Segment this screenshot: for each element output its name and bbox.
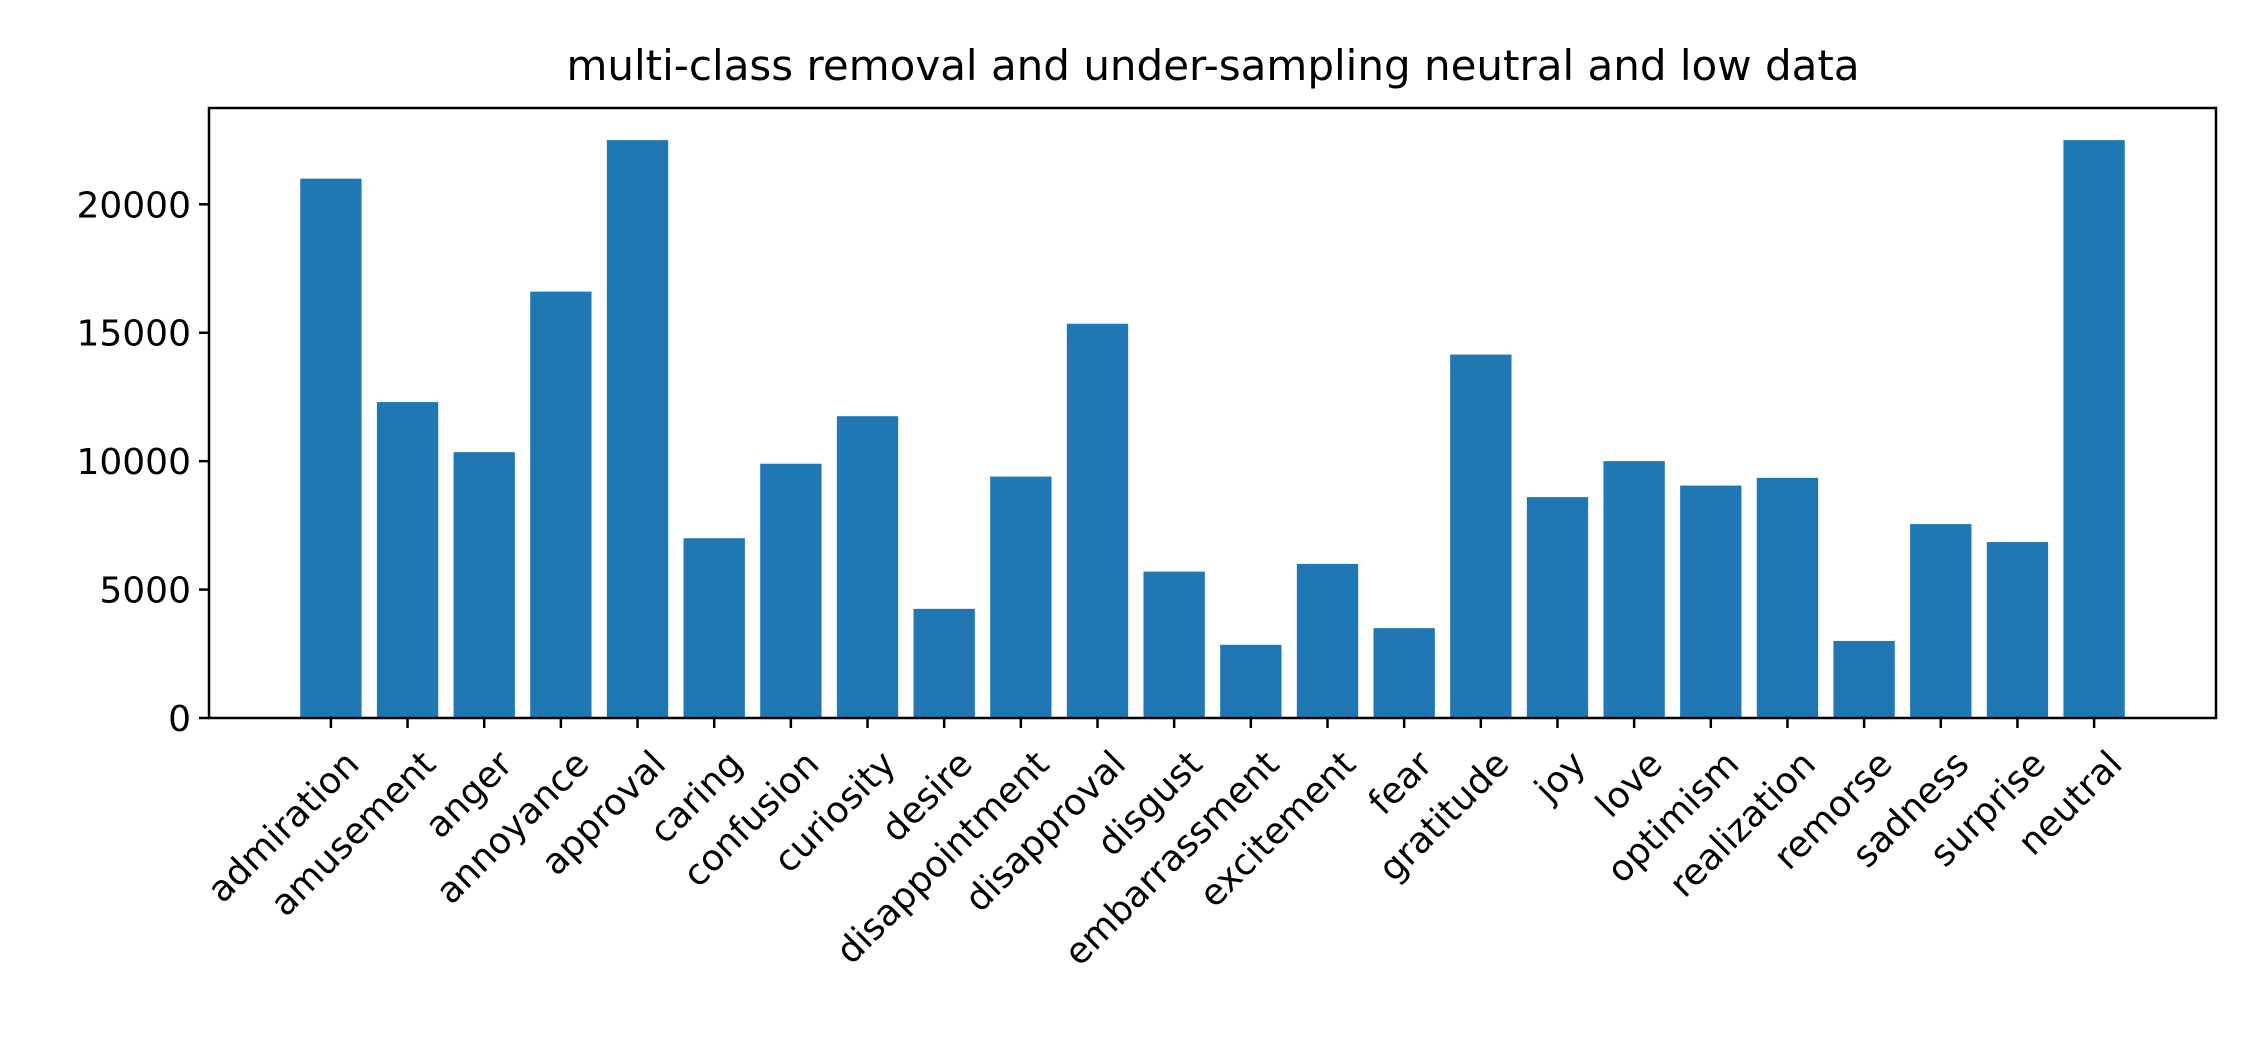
bar-caring — [683, 538, 745, 718]
y-tick-label: 10000 — [76, 442, 191, 483]
bar-embarrassment — [1220, 644, 1282, 718]
bar-confusion — [760, 463, 822, 718]
bar-fear — [1373, 628, 1435, 718]
y-axis: 0 5000 10000 15000 20000 — [76, 185, 209, 740]
bar-disappointment — [990, 476, 1052, 718]
y-tick-label: 20000 — [76, 185, 191, 226]
bar-realization — [1756, 477, 1819, 718]
y-tick-label: 0 — [168, 699, 191, 740]
bar-admiration — [300, 178, 362, 718]
bar-surprise — [1986, 542, 2049, 718]
bar-gratitude — [1450, 354, 1512, 718]
bar-amusement — [376, 402, 439, 718]
bar-remorse — [1833, 640, 1895, 718]
y-tick-label: 5000 — [99, 571, 191, 612]
y-tick-label: 15000 — [76, 314, 191, 355]
bar-disgust — [1143, 571, 1205, 718]
bar-excitement — [1296, 563, 1359, 718]
bar-approval — [606, 140, 669, 719]
bar-anger — [453, 452, 515, 718]
bar-optimism — [1680, 485, 1742, 718]
bar-desire — [913, 608, 975, 718]
bar-joy — [1526, 497, 1589, 718]
bar-disapproval — [1066, 323, 1129, 718]
bar-love — [1603, 461, 1665, 718]
bar-sadness — [1910, 524, 1972, 718]
bar-annoyance — [530, 291, 592, 718]
plot-frame — [207, 106, 2218, 720]
bars-group — [300, 140, 2125, 719]
chart-title: multi-class removal and under-sampling n… — [566, 41, 1859, 90]
bar-neutral — [2063, 140, 2125, 719]
bar-curiosity — [836, 416, 899, 718]
